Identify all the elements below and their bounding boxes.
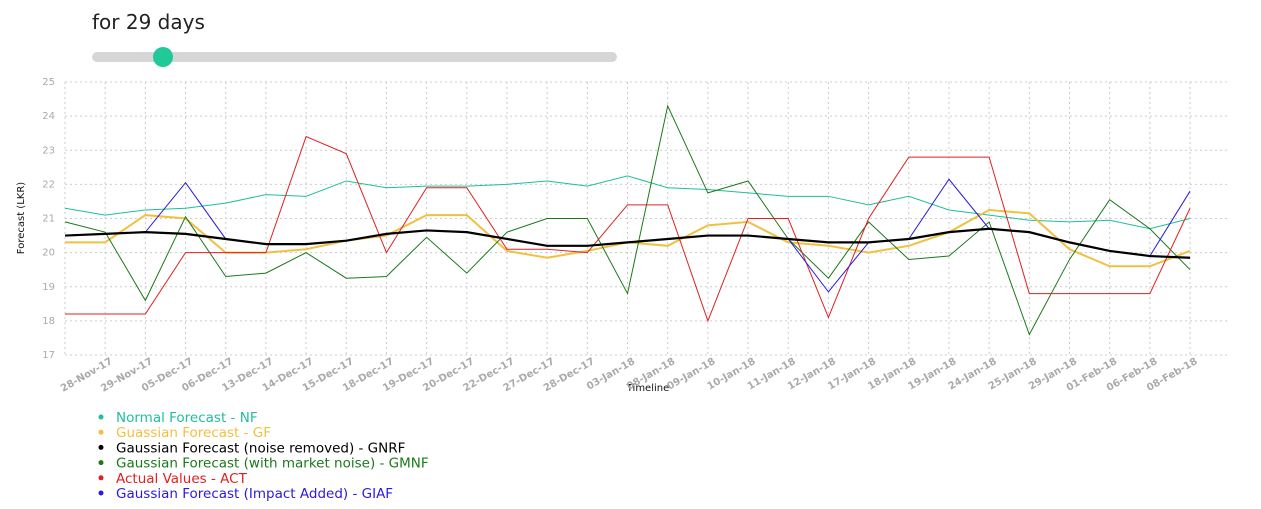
legend-label: Guassian Forecast - GF: [116, 425, 271, 441]
series-line: [64, 178, 1191, 293]
y-tick-label: 24: [42, 111, 55, 122]
slider-track[interactable]: [92, 52, 617, 62]
y-axis-label: Forecast (LKR): [16, 182, 27, 254]
legend-dot: [98, 429, 104, 435]
y-tick-label: 21: [42, 214, 55, 225]
y-tick-label: 20: [42, 248, 55, 259]
y-tick-label: 25: [42, 77, 55, 88]
legend-label: Actual Values - ACT: [116, 471, 248, 487]
legend-dot: [98, 414, 104, 420]
legend-dot: [98, 444, 104, 450]
series-line: [64, 104, 1191, 336]
y-tick-label: 18: [42, 316, 55, 327]
y-tick-label: 17: [42, 350, 55, 361]
series-line: [64, 175, 1191, 230]
y-tick-label: 19: [42, 282, 55, 293]
slider-knob[interactable]: [153, 47, 173, 67]
y-tick-label: 22: [42, 179, 55, 190]
series-line: [64, 227, 1191, 259]
legend-dot: [98, 475, 104, 481]
legend-label: Gaussian Forecast (with market noise) - …: [116, 456, 429, 472]
x-axis-label: Timeline: [626, 383, 670, 394]
y-tick-label: 23: [42, 145, 55, 156]
series-line: [65, 135, 1191, 323]
legend-label: Normal Forecast - NF: [116, 410, 258, 426]
legend-dot: [98, 490, 104, 496]
legend-label: Gaussian Forecast (Impact Added) - GIAF: [116, 486, 393, 502]
slider-label: for 29 days: [92, 10, 205, 34]
legend-label: Gaussian Forecast (noise removed) - GNRF: [116, 440, 405, 456]
legend-dot: [98, 460, 104, 466]
